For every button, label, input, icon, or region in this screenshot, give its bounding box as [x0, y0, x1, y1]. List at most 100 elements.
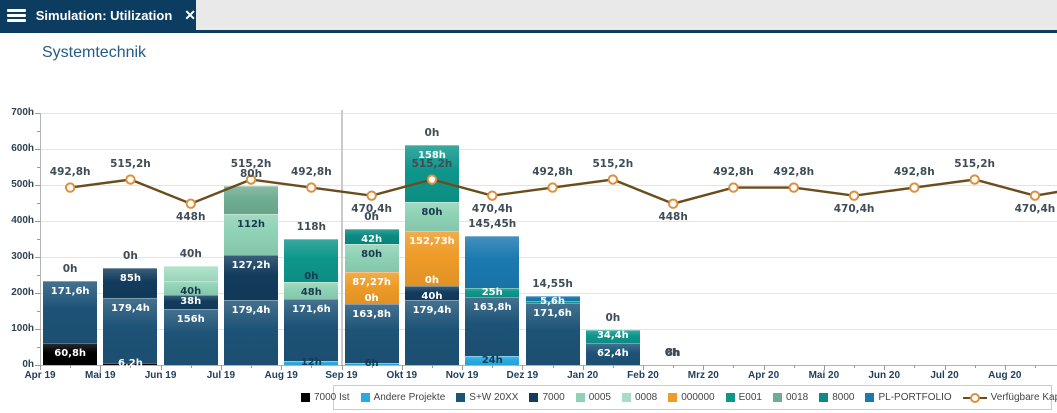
bar-segment-7000-ist[interactable] [43, 343, 98, 365]
bar-segment-e001[interactable] [465, 288, 520, 298]
y-axis-tick-label: 700h [11, 107, 34, 118]
bar-segment-0018[interactable] [224, 185, 279, 215]
x-axis-line [40, 365, 1057, 366]
bar-segment-7000[interactable] [103, 267, 158, 299]
capacity-point-okt-19[interactable] [426, 174, 438, 185]
y-axis-tick [35, 113, 40, 114]
capacity-point-dez-19[interactable] [547, 182, 558, 193]
x-axis-tick-label: Jul 20 [930, 370, 959, 381]
bar-segment-s-w-20xx[interactable] [284, 298, 339, 361]
x-axis-tick [40, 365, 41, 370]
bar-segment-s-w-20xx[interactable] [465, 297, 520, 357]
legend-item-000000[interactable]: 000000 [668, 392, 715, 403]
bar-segment-8000[interactable] [344, 228, 399, 244]
bar-segment-andere-projekte[interactable] [284, 360, 339, 365]
capacity-point-apr-20[interactable] [788, 182, 799, 193]
legend-item-7000-ist[interactable]: 7000 Ist [300, 392, 350, 403]
legend-item-0005[interactable]: 0005 [575, 392, 611, 403]
x-axis-tick [220, 365, 222, 370]
legend-item-0008[interactable]: 0008 [621, 392, 657, 403]
bar-segment-0005[interactable] [344, 243, 399, 273]
capacity-point-apr-19[interactable] [64, 182, 76, 193]
legend-item-0018[interactable]: 0018 [772, 392, 808, 403]
legend-item-verf-gbare-kapazit-t[interactable]: Verfügbare Kapazität [962, 392, 1057, 403]
capacity-point-mai-20[interactable] [848, 190, 860, 201]
x-axis-tick [100, 365, 102, 370]
x-axis-minor-tick [311, 365, 313, 368]
tab-simulation-utilization[interactable]: Simulation: Utilization ✕ [0, 0, 196, 30]
legend-swatch [621, 393, 631, 402]
bar-segment-7000-ist[interactable] [103, 362, 158, 365]
legend-swatch [725, 393, 735, 402]
bar-segment-s-w-20xx[interactable] [344, 303, 399, 363]
x-axis-minor-tick [1034, 365, 1036, 368]
bar-segment-s-w-20xx[interactable] [525, 303, 580, 365]
capacity-point-jan-20[interactable] [607, 174, 619, 185]
x-axis-minor-tick [492, 365, 494, 368]
capacity-point-jun-19[interactable] [185, 198, 196, 209]
bar-segment-pl-portfolio[interactable] [465, 236, 520, 289]
legend-item-s-w-20xx[interactable]: S+W 20XX [456, 392, 518, 403]
bar-segment-7000[interactable] [163, 295, 218, 309]
capacity-point-mrz-20[interactable] [728, 182, 739, 193]
bar-segment-s-w-20xx[interactable] [585, 342, 640, 365]
x-axis-tick-label: Dez 19 [506, 370, 539, 381]
capacity-point-jul-19[interactable] [245, 174, 257, 185]
legend-swatch [575, 393, 585, 402]
legend-swatch [668, 393, 678, 402]
legend-item-7000[interactable]: 7000 [529, 392, 565, 403]
legend-item-andere-projekte[interactable]: Andere Projekte [360, 392, 445, 403]
bar-segment-0005[interactable] [404, 202, 459, 232]
bar-segment-s-w-20xx[interactable] [103, 298, 158, 363]
capacity-point-jul-20[interactable] [969, 174, 980, 185]
x-axis-minor-tick [70, 365, 72, 368]
bar-segment-andere-projekte[interactable] [465, 356, 520, 365]
bar-segment-pl-portfolio[interactable] [525, 295, 580, 302]
bar-segment-andere-projekte[interactable] [344, 362, 399, 365]
x-axis-minor-tick [431, 365, 433, 368]
bar-segment-000000[interactable] [404, 231, 459, 286]
capacity-point-aug-19[interactable] [306, 182, 317, 193]
x-axis-minor-tick [854, 365, 856, 368]
legend-item-pl-portfolio[interactable]: PL-PORTFOLIO [865, 392, 952, 403]
capacity-point-aug-20[interactable] [1029, 190, 1041, 201]
capacity-point-sep-19[interactable] [366, 190, 377, 201]
bar-segment-7000[interactable] [224, 254, 279, 301]
x-axis-tick-label: Aug 19 [264, 370, 298, 381]
bar-segment-0005[interactable] [163, 280, 218, 296]
bar-segment-s-w-20xx[interactable] [43, 281, 98, 344]
bar-segment-0005[interactable] [224, 214, 279, 255]
bar-segment-7000[interactable] [404, 286, 459, 301]
x-axis-minor-tick [130, 365, 132, 368]
bar-segment-0005[interactable] [284, 281, 339, 299]
bar-segment-0008[interactable] [163, 266, 218, 281]
gridline [40, 221, 1057, 222]
capacity-point-jun-20[interactable] [909, 182, 920, 193]
bar-segment-e001[interactable] [585, 330, 640, 343]
legend-label: S+W 20XX [469, 392, 519, 403]
y-axis-tick [35, 221, 40, 222]
bar-segment-e001[interactable] [525, 301, 580, 304]
x-axis-tick [763, 365, 765, 370]
close-icon[interactable]: ✕ [184, 7, 196, 23]
legend-item-e001[interactable]: E001 [725, 392, 762, 403]
x-axis-tick [582, 365, 584, 370]
bar-segment-000000[interactable] [344, 272, 399, 304]
y-axis-minor-tick [37, 167, 40, 168]
bar-segment-s-w-20xx[interactable] [404, 300, 459, 365]
bar-segment-e001[interactable] [284, 239, 339, 282]
bar-segment-e001[interactable] [404, 145, 459, 203]
legend-item-8000[interactable]: 8000 [819, 392, 854, 403]
x-axis-minor-tick [914, 365, 916, 368]
y-axis-minor-tick [37, 131, 40, 132]
y-axis-tick-label: 600h [11, 143, 34, 154]
x-axis-tick [703, 365, 705, 370]
bar-segment-s-w-20xx[interactable] [163, 308, 218, 365]
x-axis-tick [401, 365, 403, 370]
capacity-point-feb-20[interactable] [667, 198, 679, 209]
capacity-point-mai-19[interactable] [125, 174, 136, 185]
hamburger-menu-icon[interactable] [7, 8, 26, 22]
bar-segment-s-w-20xx[interactable] [224, 300, 279, 365]
capacity-point-nov-19[interactable] [487, 190, 498, 201]
